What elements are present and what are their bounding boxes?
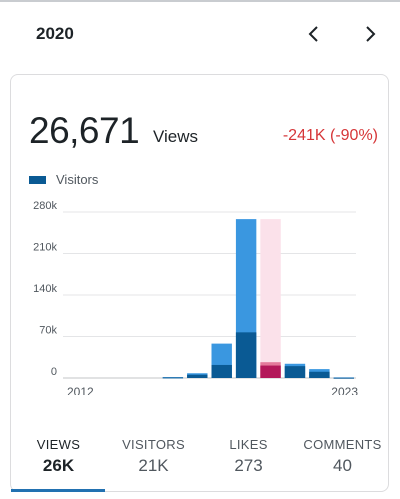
legend-label: Visitors [56,172,99,187]
visitors-bar [235,332,257,378]
x-tick-label: 2012 [67,385,94,395]
y-tick-label: 210k [33,242,57,254]
visitors-bar [187,374,208,378]
visitors-bar [333,377,354,379]
next-period-button[interactable] [352,16,388,52]
period-header: 2020 [0,2,400,64]
chart-legend: Visitors [29,172,98,187]
visitors-bar [211,364,232,378]
tab-views[interactable]: VIEWS 26K [11,437,106,476]
tab-visitors[interactable]: VISITORS 21K [106,437,201,476]
total-views-unit: Views [153,127,199,146]
previous-period-button[interactable] [296,16,332,52]
visitors-bar [260,365,281,378]
visitors-bar [284,366,306,378]
tab-value: 21K [138,456,169,475]
tab-value: 273 [234,456,263,475]
chevron-right-icon [366,26,376,42]
x-tick-label: 2023 [331,385,358,395]
visitors-bar [309,371,330,378]
highlight-band [260,219,281,378]
y-tick-label: 140k [33,283,57,295]
metric-tabs: VIEWS 26K VISITORS 21K LIKES 273 COMMENT… [11,437,390,492]
tab-value: 40 [333,456,352,475]
total-views-value: 26,671 [29,110,140,151]
yearly-views-bar-chart: 0 70k 140k 210k 280k 2012 2023 [33,200,358,395]
tab-value: 26K [42,456,75,475]
tab-likes[interactable]: LIKES 273 [201,437,296,476]
period-year: 2020 [36,24,74,43]
views-change-badge: -241K (-90%) [282,127,378,144]
tab-label: VISITORS [122,437,185,452]
chevron-left-icon [308,26,318,42]
tab-label: COMMENTS [303,437,382,452]
tab-comments[interactable]: COMMENTS 40 [295,437,390,476]
visitors-bar [162,377,184,379]
tab-label: VIEWS [36,437,81,452]
y-tick-label: 0 [51,366,57,378]
stats-card: 26,671 Views -241K (-90%) Visitors 0 70k 1… [10,74,389,492]
active-tab-indicator [11,489,105,492]
y-tick-label: 280k [33,200,57,212]
tab-label: LIKES [229,437,268,452]
y-tick-label: 70k [39,325,57,337]
top-divider [0,0,400,2]
legend-swatch [29,175,46,184]
